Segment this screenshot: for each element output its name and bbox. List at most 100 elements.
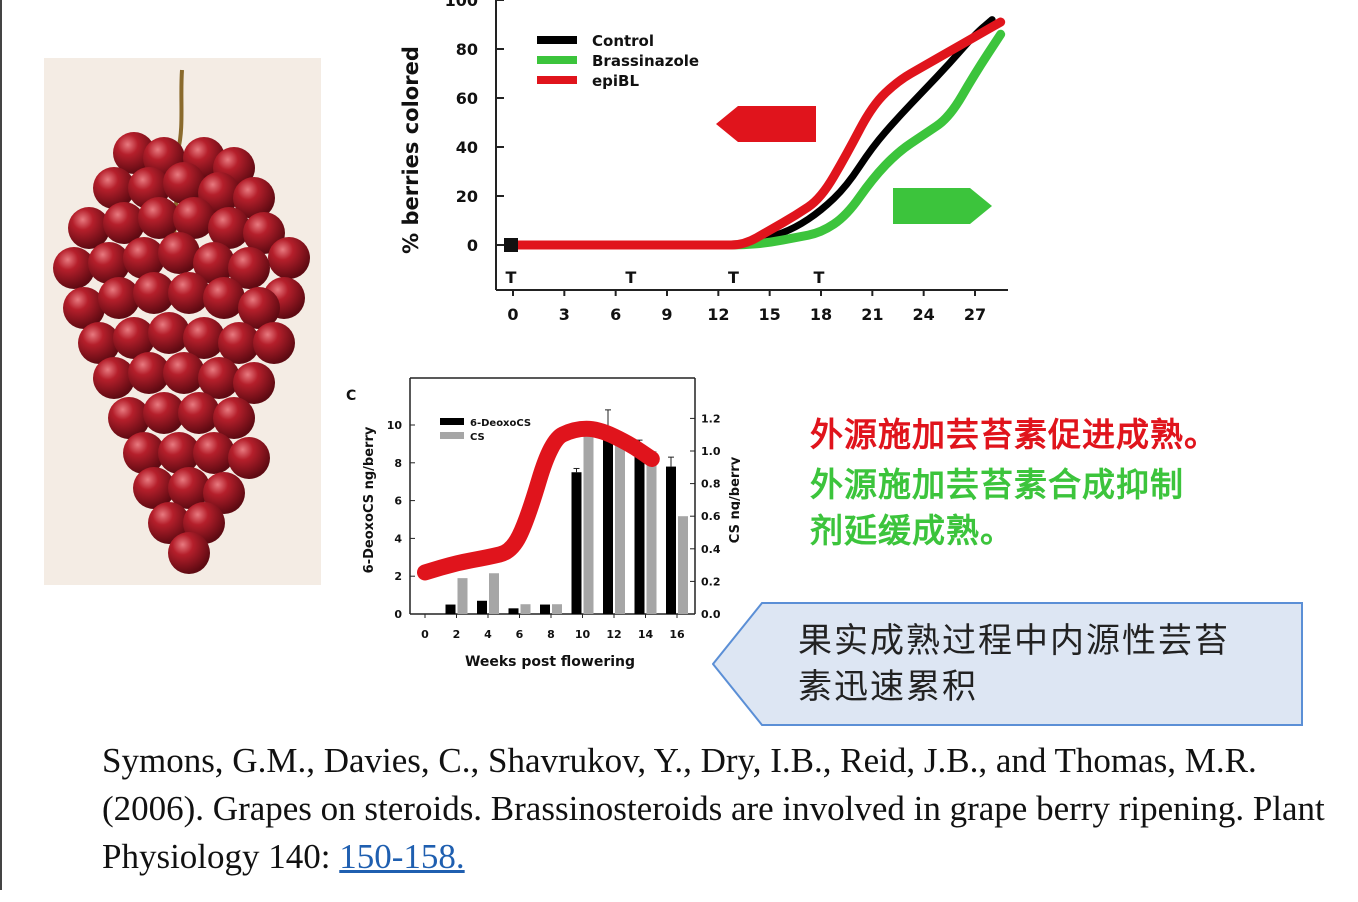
bar-cs bbox=[615, 434, 625, 614]
grape-berry bbox=[228, 247, 270, 289]
x-tick-label: 0 bbox=[421, 628, 429, 641]
y2-tick-label: 0.2 bbox=[701, 575, 721, 588]
legend-label: CS bbox=[470, 432, 485, 443]
grape-berry bbox=[233, 177, 275, 219]
grape-berry bbox=[203, 277, 245, 319]
y-tick-label: 100 bbox=[445, 0, 478, 10]
grape-berry bbox=[133, 467, 175, 509]
grape-berry bbox=[93, 167, 135, 209]
grape-cluster-photo bbox=[44, 58, 321, 585]
treatment-mark: T bbox=[728, 268, 739, 287]
grape-berry bbox=[233, 362, 275, 404]
grape-berry bbox=[168, 272, 210, 314]
bar-cs bbox=[489, 573, 499, 614]
grape-berry bbox=[133, 272, 175, 314]
callout-text: 果实成熟过程中内源性芸苔 素迅速累积 bbox=[798, 618, 1288, 710]
grape-berry bbox=[123, 432, 165, 474]
x-tick-label: 2 bbox=[453, 628, 461, 641]
x-tick-label: 0 bbox=[507, 305, 518, 324]
citation-text: Symons, G.M., Davies, C., Shavrukov, Y.,… bbox=[102, 741, 1325, 876]
x-tick-label: 18 bbox=[810, 305, 832, 324]
legend-swatch bbox=[440, 418, 464, 425]
citation-link[interactable]: 150-158. bbox=[339, 837, 465, 876]
y-tick-label: 4 bbox=[394, 532, 402, 545]
grape-berry bbox=[183, 317, 225, 359]
y-tick-label: 60 bbox=[456, 89, 478, 108]
y2-tick-label: 0.0 bbox=[701, 608, 721, 621]
y-axis-label: % berries colored bbox=[399, 46, 423, 254]
grape-berry bbox=[138, 197, 180, 239]
grape-berry bbox=[253, 322, 295, 364]
grape-berry bbox=[148, 312, 190, 354]
x-tick-label: 15 bbox=[759, 305, 781, 324]
y2-tick-label: 1.0 bbox=[701, 445, 721, 458]
bar-cs bbox=[520, 604, 531, 614]
grape-berry bbox=[178, 392, 220, 434]
x-tick-label: 27 bbox=[964, 305, 986, 324]
treatment-mark: T bbox=[625, 268, 636, 287]
series-line-epibl bbox=[508, 17, 1006, 250]
legend-swatch bbox=[440, 432, 464, 439]
bar-6-deoxocs bbox=[540, 604, 550, 614]
y-tick-label: 0 bbox=[394, 608, 402, 621]
y-tick-label: 6 bbox=[394, 495, 402, 508]
grape-berry bbox=[78, 322, 120, 364]
bar-cs bbox=[583, 426, 594, 614]
bar-6-deoxocs bbox=[445, 604, 456, 614]
grape-berry bbox=[148, 502, 190, 544]
bar-6-deoxocs bbox=[603, 428, 613, 614]
y-axis-label: 6-DeoxoCS ng/berry bbox=[362, 426, 377, 573]
y2-axis-label: CS ng/berry bbox=[728, 456, 740, 543]
grape-berry bbox=[113, 317, 155, 359]
y-tick-label: 20 bbox=[456, 187, 478, 206]
bar-cs bbox=[457, 578, 468, 614]
bar-6-deoxocs bbox=[571, 472, 582, 614]
brassinosteroid-bar-chart: 0 2 4 6 8 10 0.0 0.2 0.4 0.6 0.8 1.0 1.2 0 2 4 6 8 10 12 14 1… bbox=[346, 377, 740, 670]
berry-coloring-line-chart: 0 20 40 60 80 100 0 3 6 9 12 15 18 21 24 27 T T T T Contr… bbox=[399, 0, 1008, 324]
grape-berry bbox=[108, 397, 150, 439]
grape-berry bbox=[193, 432, 235, 474]
x-axis-label: Weeks post flowering bbox=[465, 654, 635, 670]
x-tick-label: 3 bbox=[559, 305, 570, 324]
legend-label: Brassinazole bbox=[592, 52, 699, 70]
grape-berry bbox=[63, 287, 105, 329]
bar-6-deoxocs bbox=[666, 466, 676, 614]
grape-berry bbox=[143, 392, 185, 434]
x-tick-label: 21 bbox=[861, 305, 883, 324]
x-tick-label: 9 bbox=[661, 305, 672, 324]
bar-6-deoxocs bbox=[634, 445, 645, 614]
grape-berry bbox=[88, 242, 130, 284]
grape-berry bbox=[203, 472, 245, 514]
x-tick-label: 16 bbox=[669, 628, 685, 641]
legend-label: epiBL bbox=[592, 72, 639, 90]
legend-label: 6-DeoxoCS bbox=[470, 418, 531, 429]
bar-cs bbox=[678, 516, 688, 614]
grape-berry bbox=[103, 202, 145, 244]
grape-berry bbox=[53, 247, 95, 289]
grape-berry bbox=[158, 232, 200, 274]
x-tick-label: 12 bbox=[606, 628, 621, 641]
y-tick-label: 8 bbox=[394, 457, 402, 470]
grape-berry bbox=[158, 432, 200, 474]
arrow-right-green bbox=[893, 188, 992, 224]
grape-berry bbox=[198, 357, 240, 399]
panel-label: C bbox=[346, 388, 356, 404]
callout-arrow-box bbox=[712, 602, 1303, 726]
slide-left-border bbox=[0, 0, 2, 890]
grape-berry bbox=[93, 357, 135, 399]
bar-cs bbox=[646, 451, 657, 614]
overlay-trend-line bbox=[417, 420, 660, 581]
control-start-point bbox=[504, 238, 518, 252]
grape-berry bbox=[168, 532, 210, 574]
grape-berry bbox=[173, 197, 215, 239]
grape-berry bbox=[268, 237, 310, 279]
legend-label: Control bbox=[592, 32, 654, 50]
arrow-left-red bbox=[716, 106, 816, 142]
x-tick-label: 12 bbox=[707, 305, 729, 324]
citation: Symons, G.M., Davies, C., Shavrukov, Y.,… bbox=[102, 737, 1342, 881]
y-tick-label: 80 bbox=[456, 40, 478, 59]
grape-berry bbox=[163, 352, 205, 394]
grape-berry bbox=[163, 162, 205, 204]
grape-berry bbox=[98, 277, 140, 319]
x-tick-label: 10 bbox=[575, 628, 591, 641]
